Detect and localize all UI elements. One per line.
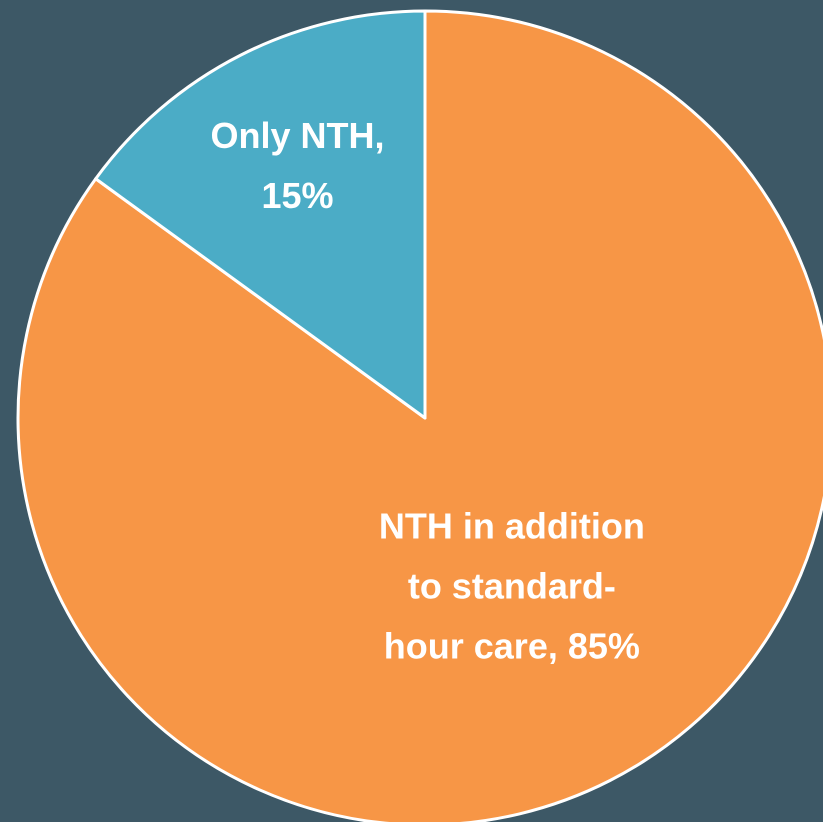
data-label-line: to standard-	[408, 565, 616, 606]
data-label: NTH in addition to standard-hour care, 85…	[379, 505, 645, 666]
data-label-line: Only NTH,	[210, 114, 384, 155]
data-label: Only NTH, 15%	[210, 114, 384, 215]
data-label-line: NTH in addition	[379, 505, 645, 546]
data-label-line: 15%	[261, 174, 333, 215]
pie-slice	[94, 9, 427, 420]
data-label-line: hour care, 85%	[384, 625, 640, 666]
